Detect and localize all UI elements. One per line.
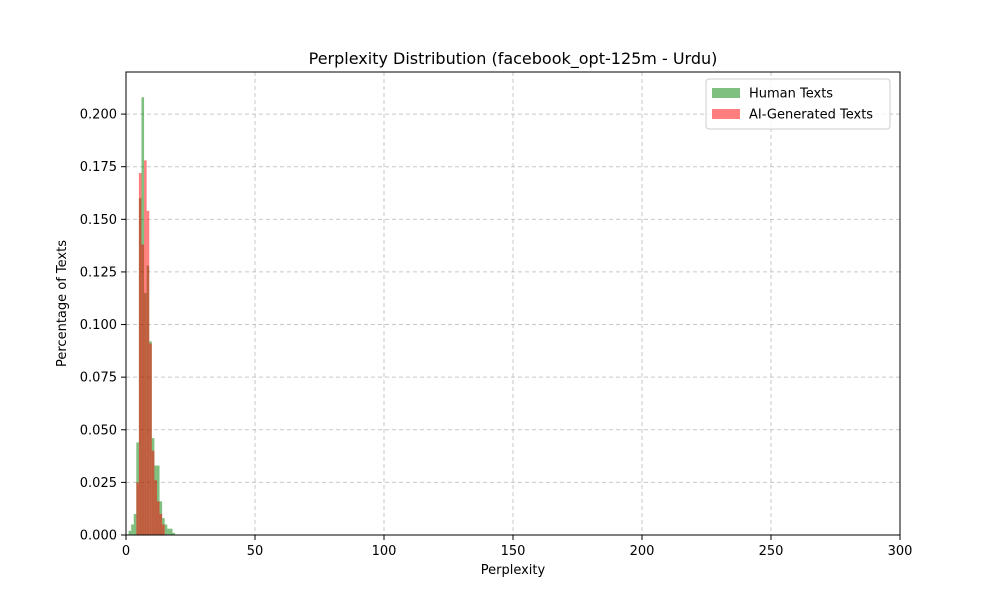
legend-label: AI-Generated Texts — [749, 108, 873, 123]
y-tick-label: 0.100 — [80, 318, 117, 333]
y-tick-label: 0.175 — [80, 160, 117, 175]
chart-title: Perplexity Distribution (facebook_opt-12… — [309, 49, 718, 69]
y-axis-ticks: 0.000 0.025 0.050 0.075 0.100 0.125 0.150 0.175… — [80, 108, 126, 544]
histogram-bar — [164, 524, 168, 535]
histogram-bar — [128, 530, 132, 535]
legend-swatch — [712, 109, 740, 119]
x-axis-label: Perplexity — [481, 563, 546, 578]
histogram-bar — [156, 501, 160, 535]
histogram-bar — [138, 173, 142, 535]
legend-swatch — [712, 88, 740, 98]
y-tick-label: 0.200 — [80, 108, 117, 123]
histogram-bar — [156, 465, 160, 535]
histogram-bar — [144, 160, 147, 535]
histogram-bar — [141, 244, 145, 535]
histogram-bar — [162, 524, 165, 535]
y-tick-label: 0.150 — [80, 213, 117, 228]
histogram-bar — [146, 210, 150, 535]
histogram-bar — [136, 482, 139, 535]
series-ai-generated-texts — [136, 160, 165, 535]
histogram-bar — [167, 528, 170, 535]
x-tick-label: 250 — [759, 544, 784, 559]
histogram-bar — [133, 513, 137, 535]
x-axis-ticks: 0 50 100 150 200 250 300 — [122, 535, 913, 559]
y-tick-label: 0.050 — [80, 423, 117, 438]
histogram-bar — [159, 513, 163, 535]
legend-box — [705, 78, 891, 130]
y-tick-label: 0.025 — [80, 476, 117, 491]
y-tick-label: 0.075 — [80, 371, 117, 386]
x-tick-label: 100 — [372, 544, 397, 559]
x-tick-label: 200 — [630, 544, 655, 559]
x-tick-label: 50 — [247, 544, 264, 559]
histogram-bar — [149, 343, 152, 535]
legend: Human Texts AI-Generated Texts — [705, 78, 891, 130]
y-tick-label: 0.125 — [80, 265, 117, 280]
histogram-bar — [169, 528, 173, 535]
histogram-bar — [172, 532, 176, 535]
legend-label: Human Texts — [749, 87, 833, 102]
x-tick-label: 300 — [888, 544, 913, 559]
y-tick-label: 0.000 — [80, 529, 117, 544]
histogram-bar — [131, 524, 134, 535]
histogram-bar — [151, 450, 155, 535]
y-axis-label: Percentage of Texts — [55, 240, 70, 367]
histogram-bar — [154, 480, 157, 535]
bars-layer — [128, 97, 176, 536]
x-tick-label: 0 — [122, 544, 130, 559]
x-tick-label: 150 — [501, 544, 526, 559]
